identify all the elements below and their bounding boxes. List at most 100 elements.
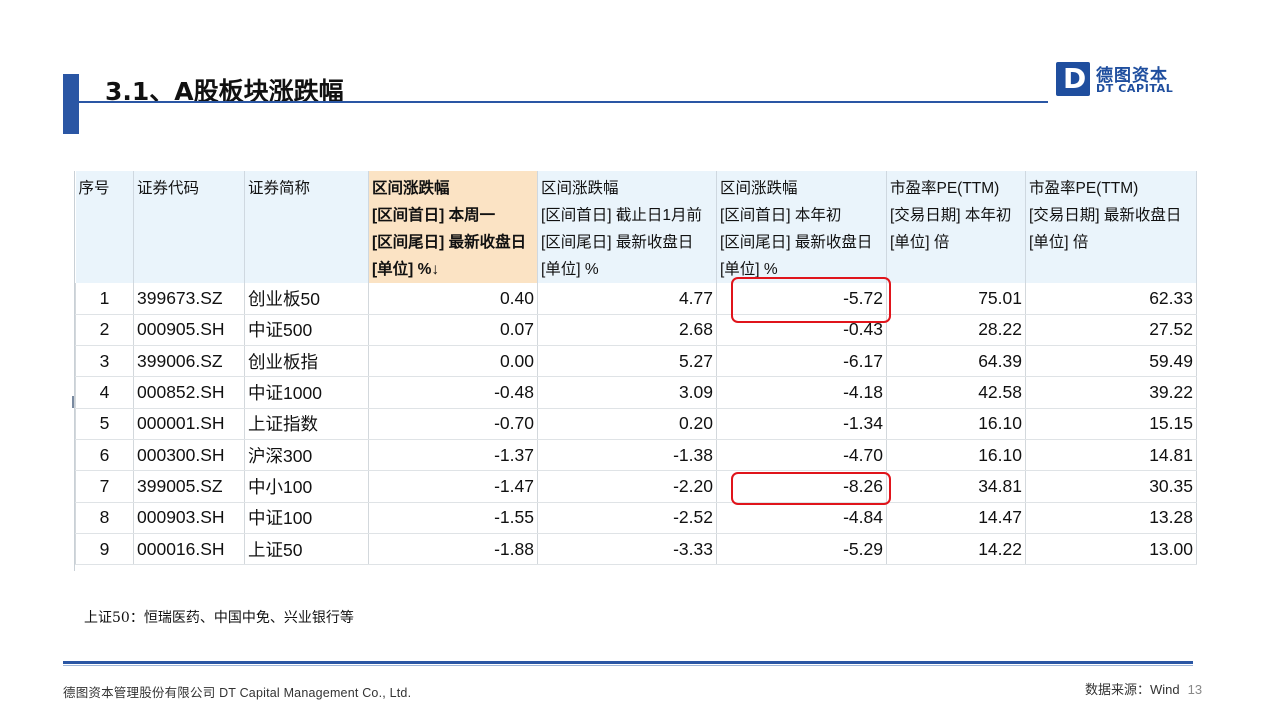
value-cell: -1.55 xyxy=(368,502,538,534)
table-row[interactable]: 2 000905.SH 中证500 0.07 2.68 -0.43 28.22 27.52 xyxy=(75,314,1197,347)
value-cell: 4.77 xyxy=(537,283,717,315)
column-header-line: 区间涨跌幅 xyxy=(720,180,798,197)
row-index-cell: 8 xyxy=(75,502,134,534)
security-code-cell: 000300.SH xyxy=(133,439,245,472)
value-cell: 59.49 xyxy=(1025,345,1197,378)
column-header-line: [交易日期] 最新收盘日 xyxy=(1029,207,1182,224)
security-name-cell: 沪深300 xyxy=(244,439,369,472)
page-number: 13 xyxy=(1187,682,1203,697)
table-left-border xyxy=(74,171,75,571)
value-cell: 14.22 xyxy=(886,533,1026,566)
value-cell: -2.52 xyxy=(537,502,717,534)
value-cell: 64.39 xyxy=(886,345,1026,378)
value-cell: -3.33 xyxy=(537,533,717,566)
column-header-line: [单位] % xyxy=(541,261,599,278)
value-cell: 28.22 xyxy=(886,314,1026,347)
table-row[interactable]: 7 399005.SZ 中小100 -1.47 -2.20 -8.26 34.81 30.35 xyxy=(75,470,1197,503)
security-code-cell: 000001.SH xyxy=(133,408,245,440)
value-cell: -1.37 xyxy=(368,439,538,472)
value-cell: 13.00 xyxy=(1025,533,1197,566)
table-row[interactable]: 9 000016.SH 上证50 -1.88 -3.33 -5.29 14.22 13.00 xyxy=(75,533,1197,566)
security-name-cell: 上证指数 xyxy=(244,408,369,440)
column-header-line: [区间尾日] 最新收盘日 xyxy=(720,234,873,251)
highlight-box-cell-5-72 xyxy=(731,277,891,323)
value-cell: 30.35 xyxy=(1025,470,1197,503)
value-cell: -2.20 xyxy=(537,470,717,503)
column-header-6[interactable]: 市盈率PE(TTM) [交易日期] 本年初 [单位] 倍 xyxy=(886,171,1026,283)
value-cell: 62.33 xyxy=(1025,283,1197,315)
security-code-cell: 000903.SH xyxy=(133,502,245,534)
column-header-3[interactable]: 区间涨跌幅 [区间首日] 本周一 [区间尾日] 最新收盘日 [单位] %↓ xyxy=(368,171,538,283)
value-cell: -1.47 xyxy=(368,470,538,503)
table-row[interactable]: 6 000300.SH 沪深300 -1.37 -1.38 -4.70 16.10 14.81 xyxy=(75,439,1197,472)
title-underline xyxy=(79,101,1048,103)
value-cell: 5.27 xyxy=(537,345,717,378)
row-index-cell: 5 xyxy=(75,408,134,440)
security-code-cell: 000016.SH xyxy=(133,533,245,566)
value-cell: -1.34 xyxy=(716,408,887,440)
value-cell: -5.29 xyxy=(716,533,887,566)
data-source-label: 数据来源：Wind xyxy=(1085,682,1180,697)
value-cell: 13.28 xyxy=(1025,502,1197,534)
security-code-cell: 000905.SH xyxy=(133,314,245,347)
value-cell: -1.88 xyxy=(368,533,538,566)
value-cell: 27.52 xyxy=(1025,314,1197,347)
value-cell: -0.48 xyxy=(368,376,538,409)
security-code-cell: 399005.SZ xyxy=(133,470,245,503)
row-index-cell: 2 xyxy=(75,314,134,347)
row-index-cell: 1 xyxy=(75,283,134,315)
table-body: 1 399673.SZ 创业板50 0.40 4.77 -5.72 75.01 62.33 2 0… xyxy=(75,283,1197,566)
security-name-cell: 中证1000 xyxy=(244,376,369,409)
title-accent-bar xyxy=(63,74,79,134)
value-cell: -6.17 xyxy=(716,345,887,378)
column-header-line: [区间尾日] 最新收盘日 xyxy=(372,234,527,251)
column-header-5[interactable]: 区间涨跌幅 [区间首日] 本年初 [区间尾日] 最新收盘日 [单位] % xyxy=(716,171,887,283)
column-header-line: 市盈率PE(TTM) xyxy=(890,180,1000,197)
value-cell: 0.00 xyxy=(368,345,538,378)
value-cell: -0.70 xyxy=(368,408,538,440)
security-name-cell: 中证100 xyxy=(244,502,369,534)
value-cell: -4.84 xyxy=(716,502,887,534)
value-cell: -4.18 xyxy=(716,376,887,409)
footer-company-name: 德图资本管理股份有限公司 DT Capital Management Co., … xyxy=(63,686,412,700)
logo-english-name: DT CAPITAL xyxy=(1096,82,1174,95)
column-header-2[interactable]: 证券简称 xyxy=(244,171,369,283)
column-header-4[interactable]: 区间涨跌幅 [区间首日] 截止日1月前 [区间尾日] 最新收盘日 [单位] % xyxy=(537,171,717,283)
column-header-line: [单位] %↓ xyxy=(372,261,440,278)
table-row[interactable]: 1 399673.SZ 创业板50 0.40 4.77 -5.72 75.01 62.33 xyxy=(75,283,1197,315)
column-header-line: [单位] 倍 xyxy=(1029,234,1089,251)
value-cell: 14.47 xyxy=(886,502,1026,534)
security-code-cell: 399006.SZ xyxy=(133,345,245,378)
footer-rule xyxy=(63,661,1193,664)
security-name-cell: 创业板50 xyxy=(244,283,369,315)
value-cell: 42.58 xyxy=(886,376,1026,409)
column-header-line: 序号 xyxy=(78,180,110,197)
security-name-cell: 上证50 xyxy=(244,533,369,566)
security-code-cell: 399673.SZ xyxy=(133,283,245,315)
value-cell: 0.40 xyxy=(368,283,538,315)
column-header-0[interactable]: 序号 xyxy=(75,171,134,283)
column-header-line: [单位] 倍 xyxy=(890,234,950,251)
table-row[interactable]: 8 000903.SH 中证100 -1.55 -2.52 -4.84 14.47 13.28 xyxy=(75,502,1197,534)
column-header-line: 证券代码 xyxy=(137,180,200,197)
value-cell: 3.09 xyxy=(537,376,717,409)
table-row[interactable]: 3 399006.SZ 创业板指 0.00 5.27 -6.17 64.39 59.49 xyxy=(75,345,1197,378)
value-cell: 0.07 xyxy=(368,314,538,347)
row-index-cell: 4 xyxy=(75,376,134,409)
table-row[interactable]: 4 000852.SH 中证1000 -0.48 3.09 -4.18 42.58 39.22 xyxy=(75,376,1197,409)
company-logo: D 德图资本 DT CAPITAL xyxy=(1056,62,1186,98)
highlight-box-cell-8-26 xyxy=(731,472,891,505)
value-cell: 2.68 xyxy=(537,314,717,347)
column-header-line: [单位] % xyxy=(720,261,778,278)
table-row[interactable]: 5 000001.SH 上证指数 -0.70 0.20 -1.34 16.10 15.15 xyxy=(75,408,1197,440)
index-performance-table: 序号 证券代码 证券简称 区间涨跌幅 [区间首日] 本周一 [区间尾日] 最新收盘日 [单位… xyxy=(75,171,1197,566)
value-cell: 0.20 xyxy=(537,408,717,440)
data-table-wrapper: 序号 证券代码 证券简称 区间涨跌幅 [区间首日] 本周一 [区间尾日] 最新收盘日 [单位… xyxy=(75,171,1197,566)
column-header-line: [区间首日] 截止日1月前 xyxy=(541,207,703,224)
column-header-line: [交易日期] 本年初 xyxy=(890,207,1012,224)
value-cell: -0.43 xyxy=(716,314,887,347)
footer-source: 数据来源：Wind 13 xyxy=(1085,679,1202,698)
column-header-1[interactable]: 证券代码 xyxy=(133,171,245,283)
constituents-note: 上证50：恒瑞医药、中国中免、兴业银行等 xyxy=(84,610,354,626)
column-header-7[interactable]: 市盈率PE(TTM) [交易日期] 最新收盘日 [单位] 倍 xyxy=(1025,171,1197,283)
